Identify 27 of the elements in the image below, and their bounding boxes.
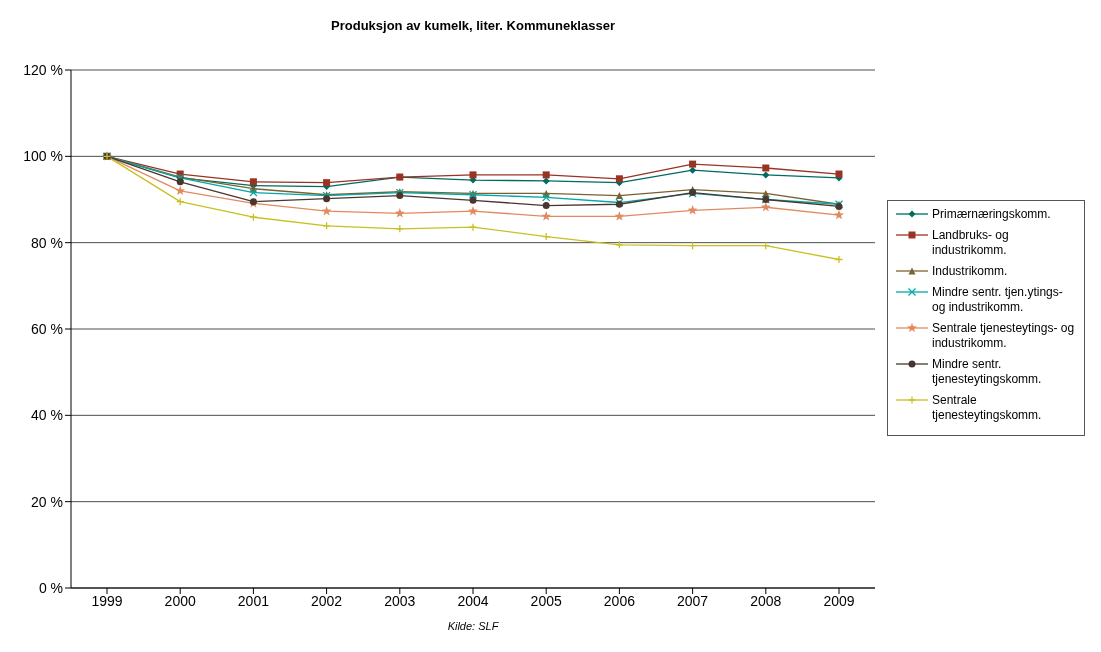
x-tick-label: 2007 bbox=[677, 592, 709, 609]
x-tick-label: 1999 bbox=[91, 592, 123, 609]
y-tick-label: 0 % bbox=[38, 579, 63, 596]
y-tick-label: 120 % bbox=[23, 61, 63, 78]
legend-label: Sentrale tjenesteytingskomm. bbox=[932, 393, 1043, 423]
legend-label: Landbruks- og industrikomm. bbox=[932, 228, 1010, 258]
x-tick-label: 2003 bbox=[384, 592, 416, 609]
text: Kilde: SLF bbox=[446, 620, 500, 632]
x-tick-label: 2001 bbox=[237, 592, 270, 609]
y-tick-label: 80 % bbox=[31, 234, 63, 251]
x-tick-label: 2009 bbox=[823, 592, 855, 609]
chart-title: Produksjon av kumelk, liter. Kommuneklasser bbox=[330, 18, 616, 33]
y-tick-label: 100 % bbox=[23, 148, 63, 165]
x-tick-label: 2005 bbox=[530, 592, 562, 609]
legend-label: Primærnæringskomm. bbox=[932, 207, 1051, 222]
x-tick-label: 2004 bbox=[457, 592, 489, 609]
legend-label: Sentrale tjenesteytings- og industrikomm. bbox=[932, 321, 1076, 351]
x-tick-label: 2000 bbox=[164, 592, 196, 609]
legend-label: Mindre sentr. tjenesteytingskomm. bbox=[932, 357, 1043, 387]
y-tick-label: 40 % bbox=[31, 407, 63, 424]
y-tick-label: 20 % bbox=[31, 493, 63, 510]
x-tick-label: 2006 bbox=[603, 592, 636, 609]
legend-label: Mindre sentr. tjen.ytings- og industrikomm. bbox=[932, 285, 1064, 315]
legend-label: Industrikomm. bbox=[932, 264, 1008, 279]
y-tick-label: 60 % bbox=[31, 320, 63, 337]
x-tick-label: 2008 bbox=[750, 592, 782, 609]
x-tick-label: 2002 bbox=[311, 592, 343, 609]
